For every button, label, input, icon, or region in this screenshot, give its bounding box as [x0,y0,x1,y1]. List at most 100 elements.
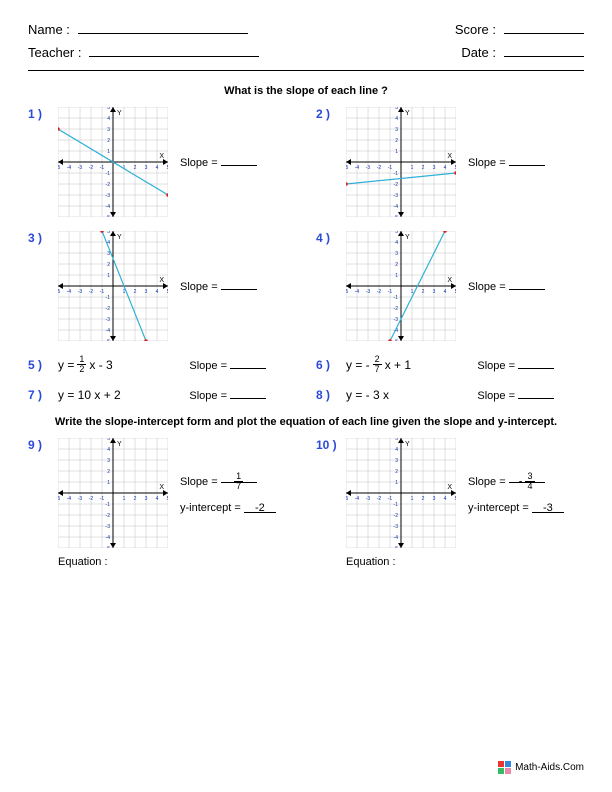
svg-text:1: 1 [395,273,398,279]
date-label: Date : [461,45,496,60]
slope-field: Slope = [477,358,554,372]
equation-problem: 6 ) y = -27 x + 1 Slope = [316,355,584,374]
slope-given-line: 17 [221,472,257,483]
svg-text:-1: -1 [394,171,399,177]
svg-text:-1: -1 [394,295,399,301]
problem-number: 8 ) [316,388,340,402]
name-label: Name : [28,22,70,37]
svg-text:5: 5 [107,107,110,111]
svg-text:3: 3 [107,127,110,133]
slope-label-text: Slope = [477,360,515,372]
graph-wrap: XY-5-5-4-4-3-3-2-2-1-11122334455 Slope =… [58,438,276,548]
svg-text:Y: Y [405,234,410,241]
svg-text:-3: -3 [78,165,83,171]
slope-label-text: Slope = [468,157,506,169]
yintercept-label-text: y-intercept = [468,502,529,514]
graph-problem: 1 ) XY-5-5-4-4-3-3-2-2-1-11122334455 Slo… [28,107,296,217]
svg-text:-5: -5 [58,289,60,295]
svg-text:2: 2 [134,496,137,502]
svg-text:Y: Y [405,110,410,117]
slope-answer-line[interactable] [509,279,545,290]
svg-text:4: 4 [395,447,398,453]
svg-text:-5: -5 [106,339,111,341]
problem-number: 2 ) [316,107,340,121]
graph-wrap: XY-5-5-4-4-3-3-2-2-1-11122334455 Slope = [346,231,545,341]
svg-text:2: 2 [395,469,398,475]
svg-text:X: X [447,484,452,491]
svg-text:5: 5 [455,165,456,171]
svg-text:X: X [447,153,452,160]
slope-field: Slope = [180,279,257,293]
slope-answer-line[interactable] [230,358,266,369]
svg-text:-4: -4 [394,204,399,210]
equation-label-text: Equation : [58,556,108,568]
svg-text:-3: -3 [78,289,83,295]
svg-text:-4: -4 [106,535,111,541]
svg-text:-4: -4 [355,496,360,502]
svg-text:3: 3 [145,496,148,502]
svg-text:5: 5 [395,107,398,111]
given-values: Slope = 17 y-intercept = -2 [180,472,276,513]
svg-text:4: 4 [156,496,159,502]
svg-text:4: 4 [444,165,447,171]
svg-text:-1: -1 [394,502,399,508]
coordinate-graph: XY-5-5-4-4-3-3-2-2-1-11122334455 [346,231,456,341]
score-line[interactable] [504,20,584,34]
slope-label-text: Slope = [189,360,227,372]
svg-text:-5: -5 [58,496,60,502]
svg-text:3: 3 [395,127,398,133]
svg-text:2: 2 [107,138,110,144]
header-rule [28,70,584,71]
slope-answer-line[interactable] [221,279,257,290]
problem-number: 4 ) [316,231,340,245]
equation-label-text: Equation : [346,556,396,568]
svg-text:5: 5 [167,496,168,502]
yintercept-field: y-intercept = -2 [180,502,276,514]
svg-text:-2: -2 [377,165,382,171]
svg-text:-1: -1 [388,165,393,171]
date-line[interactable] [504,43,584,57]
svg-text:X: X [159,277,164,284]
slope-field: Slope = [468,155,545,169]
problem-number: 5 ) [28,358,52,372]
teacher-label: Teacher : [28,45,81,60]
slope-answer-line[interactable] [518,358,554,369]
svg-text:2: 2 [395,262,398,268]
svg-text:-3: -3 [366,496,371,502]
svg-text:-4: -4 [67,496,72,502]
equation-field: Equation : [58,556,296,568]
slope-label-text: Slope = [477,390,515,402]
svg-text:-1: -1 [388,496,393,502]
eq-problems-grid: 5 ) y = 12 x - 3 Slope = 6 ) y = -27 x +… [28,355,584,402]
svg-text:-5: -5 [346,165,348,171]
teacher-field: Teacher : [28,43,259,60]
yintercept-label-text: y-intercept = [180,502,241,514]
svg-text:-4: -4 [394,535,399,541]
slope-field: Slope = [180,155,257,169]
svg-text:5: 5 [455,289,456,295]
svg-text:2: 2 [134,165,137,171]
svg-text:1: 1 [395,480,398,486]
footer-text: Math-Aids.Com [515,762,584,773]
svg-text:-5: -5 [346,496,348,502]
svg-text:5: 5 [167,289,168,295]
svg-text:1: 1 [411,496,414,502]
slope-answer-line[interactable] [230,388,266,399]
slope-answer-line[interactable] [518,388,554,399]
svg-text:-2: -2 [394,182,399,188]
svg-text:-1: -1 [106,502,111,508]
slope-field: Slope = [477,388,554,402]
teacher-line[interactable] [89,43,259,57]
svg-text:-1: -1 [388,289,393,295]
svg-text:Y: Y [117,234,122,241]
slope-answer-line[interactable] [221,155,257,166]
svg-text:-2: -2 [89,165,94,171]
score-label: Score : [455,22,496,37]
slope-answer-line[interactable] [509,155,545,166]
svg-text:5: 5 [107,438,110,442]
svg-text:4: 4 [444,289,447,295]
svg-text:-2: -2 [89,289,94,295]
svg-text:-4: -4 [67,289,72,295]
svg-text:1: 1 [411,165,414,171]
name-line[interactable] [78,20,248,34]
